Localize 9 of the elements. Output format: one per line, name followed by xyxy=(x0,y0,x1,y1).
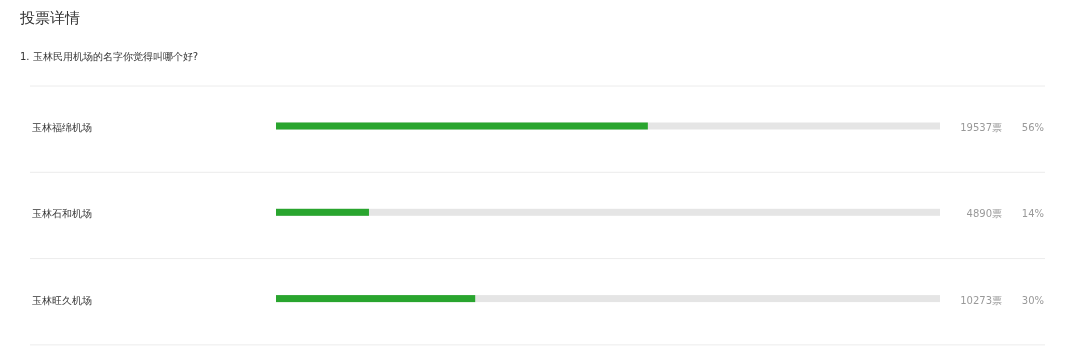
text: 4890票 xyxy=(966,208,1002,220)
y-tick-label: 玉林石和机场 xyxy=(32,208,92,220)
text: 1. 玉林民用机场的名字你觉得叫哪个好? xyxy=(20,51,199,62)
data-label: 14% xyxy=(1021,208,1044,220)
y-tick-label: 玉林福绵机场 xyxy=(32,122,92,133)
y-tick-label: 玉林旺久机场 xyxy=(32,294,92,306)
data-label: 30% xyxy=(1021,294,1044,306)
text: 投票详情 xyxy=(19,8,80,27)
data-label: 56% xyxy=(1021,122,1044,133)
